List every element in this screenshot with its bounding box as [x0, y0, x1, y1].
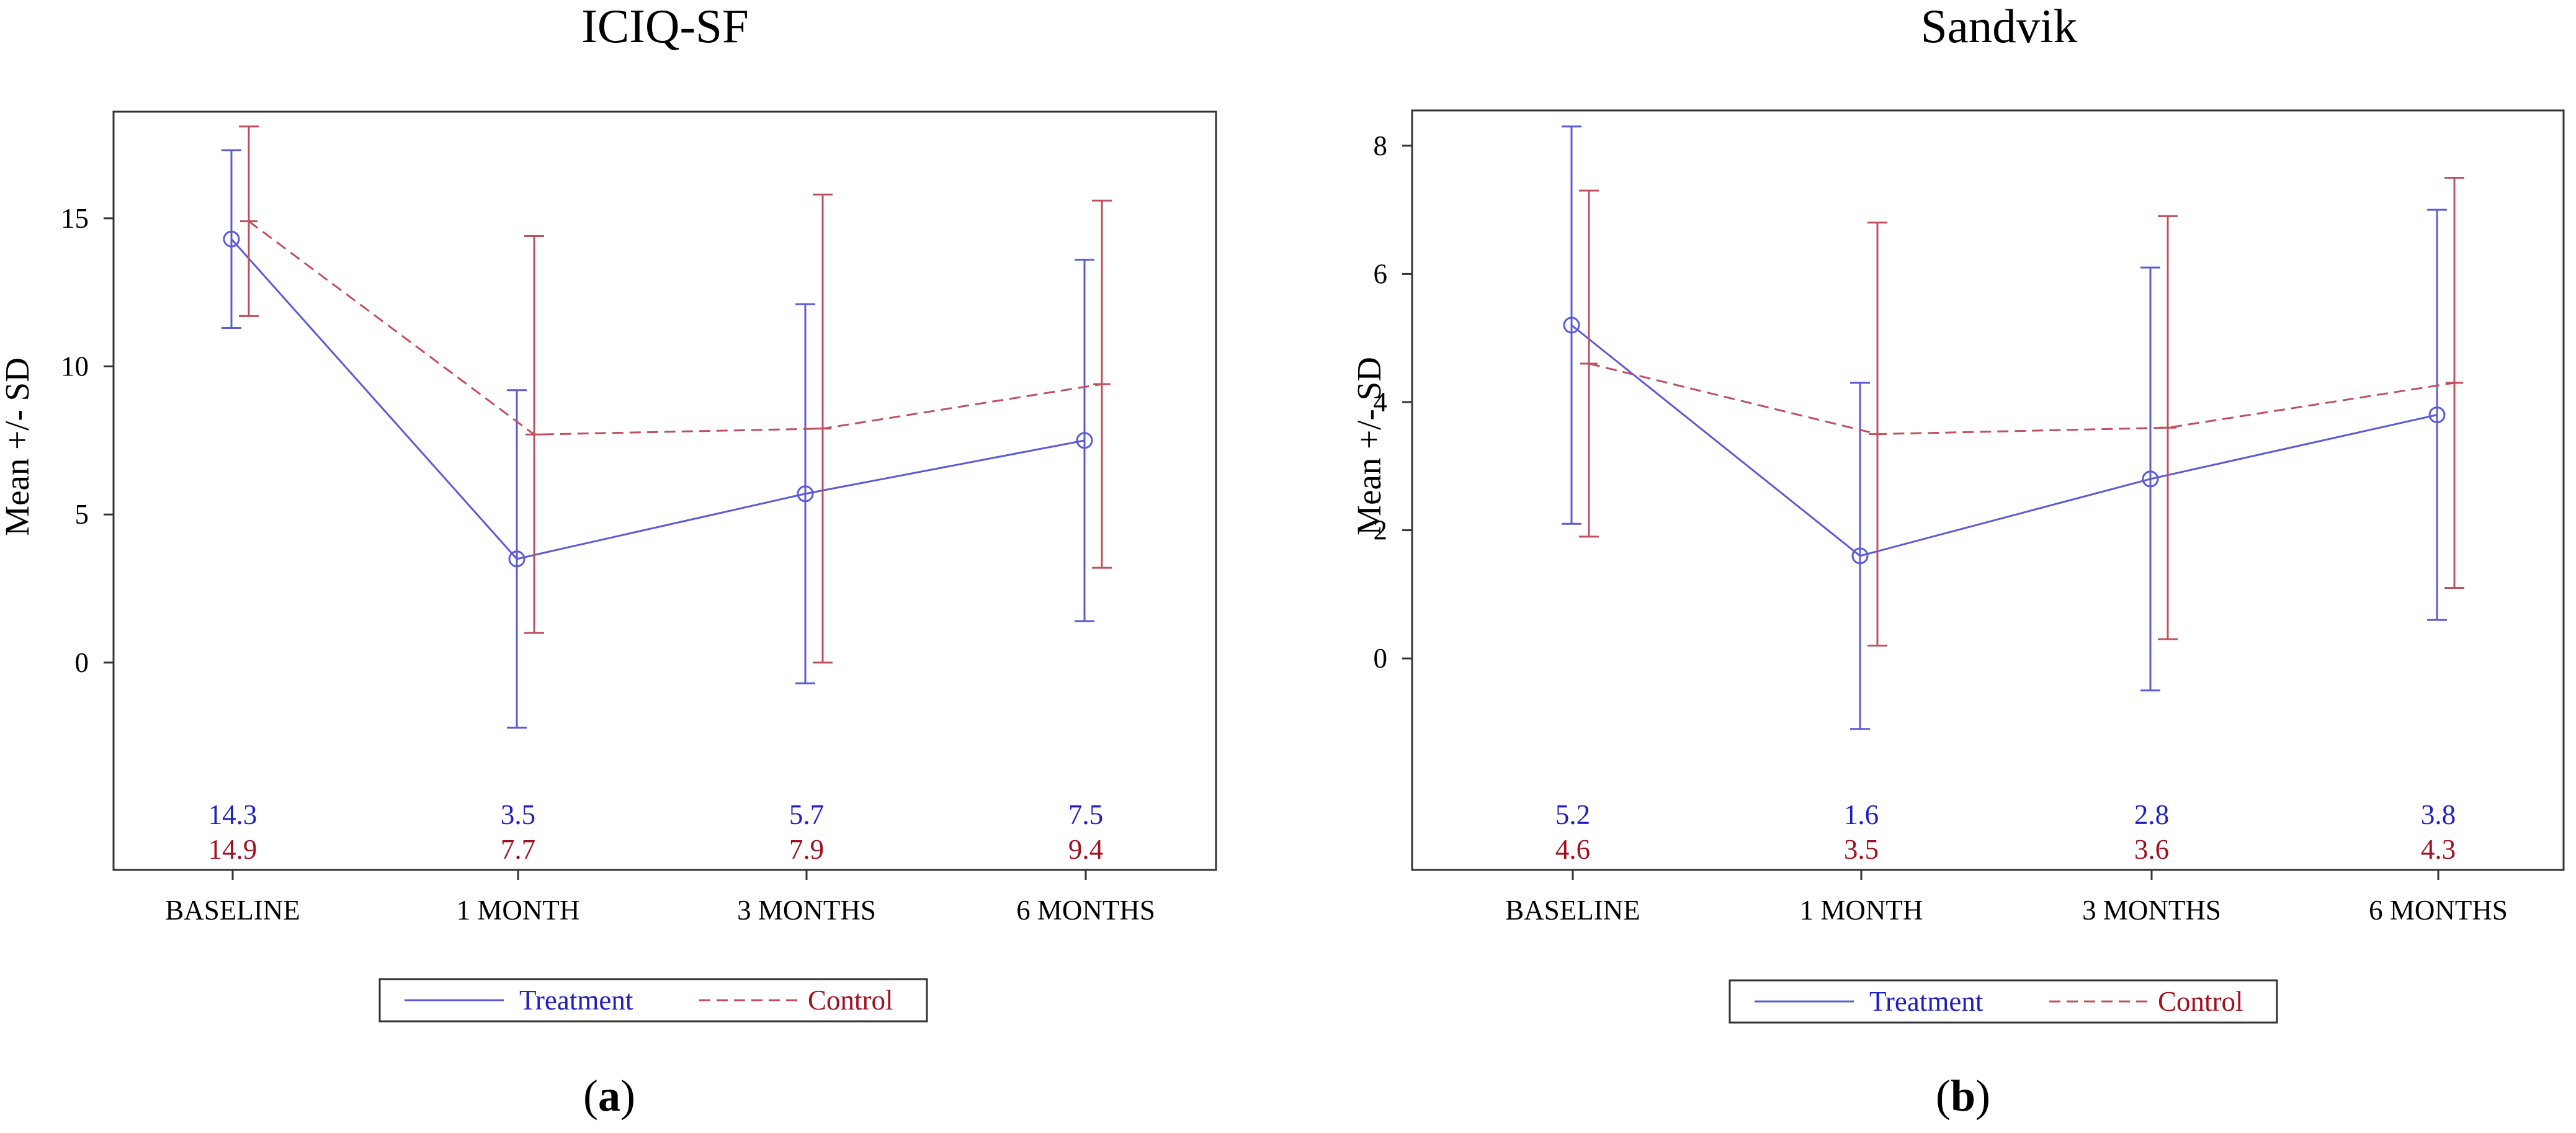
x-tick-label: 3 MONTHS — [2082, 895, 2221, 926]
data-label: 3.5 — [501, 799, 535, 830]
series-treatment: 14.3 3.5 5.7 7.5 — [208, 149, 1103, 830]
data-label: 14.3 — [208, 799, 257, 830]
chart-title: Sandvik — [1921, 0, 2078, 53]
x-tick-label: BASELINE — [1505, 895, 1640, 926]
data-label: 9.4 — [1068, 834, 1103, 865]
legend-label-treatment: Treatment — [1869, 986, 1983, 1017]
data-label: 4.6 — [1555, 834, 1590, 865]
y-tick-label: 0 — [75, 647, 89, 678]
data-point — [1851, 547, 1869, 565]
data-label: 3.6 — [2134, 834, 2169, 865]
caption-open-paren: ( — [583, 1071, 598, 1121]
data-label: 3.5 — [1844, 834, 1879, 865]
chart-panel-b: Sandvik Mean +/- SD 0 2 4 6 8 BASELINE 1 MONTH 3 … — [1350, 0, 2565, 1121]
data-point — [1076, 432, 1093, 449]
y-tick-label: 2 — [1374, 515, 1388, 546]
series-control: 4.6 3.5 3.6 4.3 — [1555, 176, 2464, 865]
legend: Treatment Control — [1729, 979, 2278, 1024]
caption-open-paren: ( — [1936, 1071, 1951, 1121]
legend: Treatment Control — [378, 978, 928, 1023]
x-tick-label: BASELINE — [165, 895, 300, 926]
data-point — [797, 485, 814, 503]
y-tick-label: 0 — [1374, 643, 1388, 674]
y-axis-label: Mean +/- SD — [0, 357, 36, 536]
y-tick-label: 10 — [61, 351, 89, 382]
caption-close-paren: ) — [620, 1071, 635, 1121]
legend-label-control: Control — [808, 985, 893, 1016]
series-treatment: 5.2 1.6 2.8 3.8 — [1555, 125, 2456, 830]
data-label: 7.7 — [501, 834, 535, 865]
data-point — [1563, 316, 1580, 334]
caption-letter: b — [1951, 1071, 1975, 1121]
panel-caption: (b) — [1936, 1071, 1990, 1121]
plot-frame — [112, 110, 1217, 871]
y-tick-label: 15 — [61, 203, 89, 234]
data-label: 7.9 — [789, 834, 824, 865]
x-tick-label: 1 MONTH — [1800, 895, 1923, 926]
x-tick-label: 1 MONTH — [457, 895, 580, 926]
chart-panel-a: ICIQ-SF Mean +/- SD 0 5 10 15 BASELINE 1 MONTH 3… — [0, 0, 1217, 1121]
panel-caption: (a) — [583, 1071, 635, 1121]
plot-frame — [1411, 109, 2565, 871]
series-control: 14.9 7.7 7.9 9.4 — [208, 125, 1112, 865]
y-tick-label: 6 — [1374, 258, 1388, 289]
y-tick-label: 5 — [75, 499, 89, 530]
x-tick-label: 3 MONTHS — [737, 895, 876, 926]
legend-box — [378, 978, 928, 1023]
data-label: 7.5 — [1068, 799, 1103, 830]
series-line — [248, 220, 1102, 436]
data-label: 5.7 — [789, 799, 824, 830]
data-point — [508, 550, 525, 568]
y-tick-label: 4 — [1374, 387, 1388, 418]
series-line — [1571, 324, 2438, 557]
series-line — [230, 238, 1085, 560]
data-label: 4.3 — [2421, 834, 2456, 865]
data-label: 2.8 — [2134, 799, 2169, 830]
caption-close-paren: ) — [1975, 1071, 1990, 1121]
caption-letter: a — [598, 1071, 620, 1121]
data-point — [223, 230, 240, 248]
data-point — [2142, 470, 2159, 488]
series-line — [1588, 362, 2455, 436]
data-label: 1.6 — [1844, 799, 1879, 830]
legend-label-control: Control — [2158, 986, 2243, 1017]
y-axis-label: Mean +/- SD — [1350, 357, 1388, 535]
x-tick-label: 6 MONTHS — [1016, 895, 1155, 926]
y-tick-label: 8 — [1374, 130, 1388, 161]
legend-label-treatment: Treatment — [519, 985, 633, 1016]
chart-title: ICIQ-SF — [581, 0, 749, 53]
x-tick-label: 6 MONTHS — [2369, 895, 2508, 926]
data-label: 3.8 — [2421, 799, 2456, 830]
data-label: 14.9 — [208, 834, 257, 865]
data-label: 5.2 — [1555, 799, 1590, 830]
data-point — [2428, 406, 2446, 424]
